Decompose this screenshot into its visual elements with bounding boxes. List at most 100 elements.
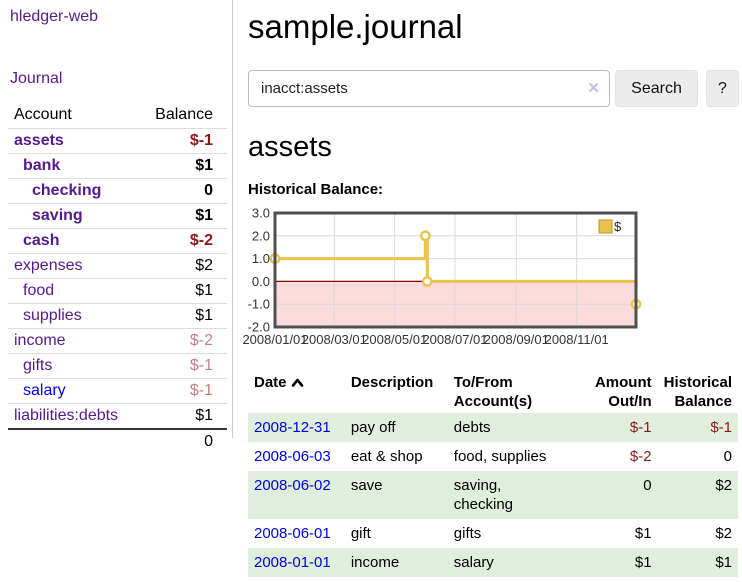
register-col-header: To/From Account(s) bbox=[453, 374, 533, 410]
accounts-table: Account Balance assets $-1 bank $1 checking 0… bbox=[8, 103, 227, 454]
transaction-description: pay off bbox=[344, 413, 448, 442]
register-col-header: Amount Out/In bbox=[594, 374, 652, 410]
account-link[interactable]: bank bbox=[23, 157, 61, 174]
register-col-header: Historical Balance bbox=[663, 374, 732, 410]
transaction-balance: $-1 bbox=[657, 413, 738, 442]
account-link[interactable]: expenses bbox=[14, 257, 83, 274]
chart-svg: $3.0 2.0 1.0 0.0 -1.0 -2.02008/01/012008/03/0… bbox=[242, 206, 642, 347]
y-tick-label: -1.0 bbox=[248, 297, 270, 312]
account-name-cell: supplies bbox=[8, 304, 139, 329]
account-link[interactable]: food bbox=[23, 282, 55, 299]
account-row: gifts $-1 bbox=[8, 353, 227, 379]
legend-label: $ bbox=[614, 219, 622, 234]
y-tick-label: -2.0 bbox=[248, 320, 270, 335]
transaction-balance: $1 bbox=[657, 548, 738, 577]
sort-asc-icon bbox=[291, 374, 304, 391]
account-name-cell: bank bbox=[8, 154, 139, 179]
account-balance: $-1 bbox=[189, 132, 213, 149]
transaction-date-link[interactable]: 2008-06-02 bbox=[254, 477, 331, 494]
clear-search-icon[interactable]: ✕ bbox=[587, 80, 600, 97]
account-row: cash $-2 bbox=[8, 228, 227, 254]
accounts-total-spacer bbox=[8, 429, 139, 454]
y-tick-label: 1.0 bbox=[252, 251, 270, 266]
account-row: salary $-1 bbox=[8, 378, 227, 404]
account-name-cell: expenses bbox=[8, 254, 139, 279]
accounts-header-row: Account Balance bbox=[8, 103, 227, 129]
x-tick-label: 2008/09/01 bbox=[484, 332, 549, 347]
register-table: Date Description To/From Account(s) Amount Ou… bbox=[248, 371, 738, 577]
transaction-row: 2008-06-02 save saving, checking 0 $2 bbox=[248, 471, 738, 519]
data-point-marker[interactable] bbox=[419, 230, 431, 242]
x-tick-label: 2008/07/01 bbox=[422, 332, 487, 347]
transaction-description: save bbox=[344, 471, 448, 519]
account-name-cell: gifts bbox=[8, 354, 139, 379]
account-balance: $1 bbox=[195, 407, 213, 424]
transaction-accounts: gifts bbox=[453, 525, 482, 542]
register-col-header: Description bbox=[350, 374, 434, 391]
transaction-description: gift bbox=[350, 525, 371, 542]
account-row: food $1 bbox=[8, 278, 227, 304]
transaction-balance: $2 bbox=[715, 525, 732, 542]
x-tick-label: 2008/03/01 bbox=[302, 332, 367, 347]
account-link[interactable]: salary bbox=[23, 382, 66, 399]
account-link[interactable]: supplies bbox=[23, 307, 82, 324]
account-link[interactable]: gifts bbox=[23, 357, 53, 374]
transaction-row: 2008-06-01 gift gifts $1 $2 bbox=[248, 519, 738, 548]
account-balance: $-2 bbox=[189, 232, 213, 249]
help-button[interactable]: ? bbox=[706, 70, 739, 107]
register-col-header[interactable]: Date bbox=[248, 371, 345, 413]
account-row: saving $1 bbox=[8, 203, 227, 229]
transaction-date-cell: 2008-12-31 bbox=[248, 413, 345, 442]
sidebar-item-journal[interactable]: Journal bbox=[10, 70, 63, 87]
account-balance: $-2 bbox=[189, 332, 213, 349]
x-tick-label: 2008/01/01 bbox=[242, 332, 307, 347]
x-tick-label: 2008/05/01 bbox=[362, 332, 427, 347]
transaction-date-cell: 2008-06-02 bbox=[248, 471, 345, 519]
account-link[interactable]: cash bbox=[23, 232, 60, 249]
app-brand-link[interactable]: hledger-web bbox=[10, 8, 99, 25]
main-content: sample.journal ✕ Search ? assets Histori… bbox=[242, 0, 742, 577]
transaction-row: 2008-01-01 income salary $1 $1 bbox=[248, 548, 738, 577]
register-table-body: 2008-12-31 pay off debts $-1 $-1 2008-06-03 ea… bbox=[248, 413, 738, 577]
transaction-date-cell: 2008-06-01 bbox=[248, 519, 345, 548]
account-balance: $1 bbox=[195, 157, 213, 174]
account-link[interactable]: saving bbox=[32, 207, 83, 224]
account-link[interactable]: liabilities:debts bbox=[14, 407, 119, 424]
transaction-description: eat & shop bbox=[350, 448, 423, 465]
transaction-amount: $1 bbox=[587, 548, 658, 577]
transaction-amount: $-2 bbox=[629, 448, 652, 465]
account-link[interactable]: checking bbox=[32, 182, 102, 199]
search-input[interactable] bbox=[248, 70, 610, 107]
page-title: sample.journal bbox=[248, 8, 463, 45]
transaction-balance: 0 bbox=[723, 448, 732, 465]
legend-swatch bbox=[598, 219, 613, 234]
transaction-accounts: debts bbox=[447, 413, 588, 442]
transaction-date-link[interactable]: 2008-06-01 bbox=[254, 525, 331, 542]
transaction-date-link[interactable]: 2008-06-03 bbox=[254, 448, 331, 465]
transaction-date-link[interactable]: 2008-01-01 bbox=[254, 554, 331, 571]
account-link[interactable]: assets bbox=[14, 132, 64, 149]
search-button[interactable]: Search bbox=[615, 70, 698, 107]
account-name-cell: income bbox=[8, 329, 139, 354]
account-balance: $-1 bbox=[189, 357, 213, 374]
chart-border bbox=[273, 211, 638, 329]
y-tick-label: 3.0 bbox=[252, 207, 270, 221]
accounts-total-value: 0 bbox=[204, 433, 213, 450]
register-header-row: Date Description To/From Account(s) Amount Ou… bbox=[248, 371, 738, 413]
transaction-amount: $-1 bbox=[587, 413, 658, 442]
account-balance: $-1 bbox=[189, 382, 213, 399]
account-name-cell: cash bbox=[8, 229, 139, 254]
accounts-col-balance: Balance bbox=[155, 106, 213, 123]
transaction-amount: $1 bbox=[634, 525, 652, 542]
account-name-cell: food bbox=[8, 279, 139, 304]
account-link[interactable]: income bbox=[14, 332, 66, 349]
transaction-date-link[interactable]: 2008-12-31 bbox=[254, 419, 331, 436]
data-point-marker[interactable] bbox=[421, 276, 433, 287]
transaction-accounts: saving, checking bbox=[447, 471, 588, 519]
sidebar-nav: Journal bbox=[10, 70, 232, 88]
account-row: supplies $1 bbox=[8, 303, 227, 329]
sidebar: hledger-web Journal Account Balance asse… bbox=[0, 0, 233, 450]
accounts-total-row: 0 bbox=[8, 429, 227, 454]
x-tick-label: 2008/11/01 bbox=[545, 332, 609, 347]
search-input-wrap: ✕ bbox=[248, 70, 610, 107]
